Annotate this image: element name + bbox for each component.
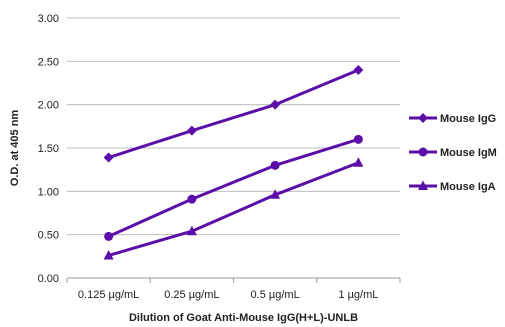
data-point: [270, 99, 281, 110]
y-axis-title: O.D. at 405 nm: [9, 110, 21, 187]
legend-label: Mouse IgG: [440, 113, 496, 125]
series-mouse-igm: [104, 134, 363, 241]
legend-item: Mouse IgM: [409, 147, 497, 159]
series-group: [103, 65, 364, 260]
series-line: [108, 161, 359, 257]
legend-item: Mouse IgA: [409, 180, 496, 193]
series-mouse-igg: [103, 65, 364, 163]
data-point: [104, 231, 114, 241]
legend-label: Mouse IgM: [440, 147, 497, 159]
data-point: [186, 125, 197, 136]
legend: Mouse IgG Mouse IgM Mouse IgA: [409, 113, 497, 193]
y-tick-label: 1.00: [38, 186, 59, 198]
data-point: [187, 194, 197, 204]
data-point: [353, 134, 363, 144]
gridlines: [67, 17, 400, 236]
x-axis-title: Dilution of Goat Anti-Mouse IgG(H+L)-UNL…: [129, 312, 358, 324]
y-tick-label: 3.00: [38, 13, 59, 25]
x-tick-label: 0.5 µg/mL: [251, 289, 300, 301]
y-tick-label: 2.00: [38, 100, 59, 112]
legend-item: Mouse IgG: [409, 113, 496, 125]
x-axis-ticks: 0.125 µg/mL 0.25 µg/mL 0.5 µg/mL 1 µg/mL: [66, 278, 401, 301]
data-point: [353, 157, 364, 167]
legend-marker: [418, 180, 428, 190]
y-tick-label: 1.50: [38, 143, 59, 155]
y-tick-label: 0.50: [38, 230, 59, 242]
x-tick-label: 0.125 µg/mL: [78, 289, 139, 301]
y-tick-label: 0.00: [38, 273, 59, 285]
x-tick-label: 1 µg/mL: [338, 289, 378, 301]
y-axis-ticks: 0.00 0.50 1.00 1.50 2.00 2.50 3.00: [38, 13, 59, 285]
x-tick-label: 0.25 µg/mL: [164, 289, 219, 301]
legend-label: Mouse IgA: [440, 181, 496, 193]
y-tick-label: 2.50: [38, 56, 59, 68]
series-mouse-iga: [103, 157, 364, 260]
series-line: [108, 137, 359, 238]
data-point: [270, 189, 281, 199]
data-point: [103, 152, 114, 163]
data-point: [103, 249, 114, 260]
data-point: [270, 160, 280, 170]
data-point: [353, 65, 364, 75]
legend-marker: [418, 113, 428, 123]
legend-marker: [418, 147, 428, 157]
series-line: [108, 68, 359, 159]
data-point: [186, 225, 197, 236]
